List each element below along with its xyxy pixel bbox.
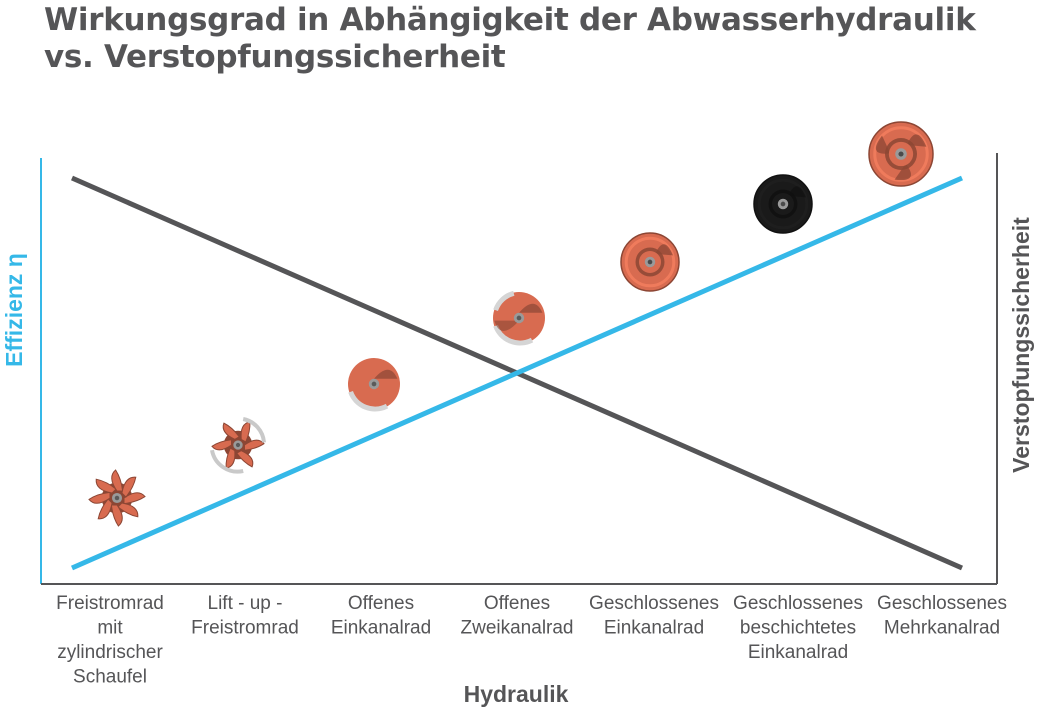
x-tick-label-line: Einkanalrad	[604, 618, 704, 639]
x-tick-label-line: zylindrischer	[57, 642, 163, 663]
x-tick-label: Offenes Einkanalrad	[331, 593, 431, 639]
x-tick-label-line: Einkanalrad	[748, 642, 848, 663]
impeller-closed-multi-channel-icon	[868, 121, 934, 187]
x-tick-label-line: Lift - up -	[208, 593, 283, 614]
impeller-lift-up-vortex-icon	[210, 417, 266, 474]
series-line-efficiency	[70, 175, 964, 571]
chart-title: Wirkungsgrad in Abhängigkeit der Abwasse…	[44, 2, 976, 76]
impeller-closed-single-channel-icon	[620, 232, 680, 292]
x-tick-label: Geschlossenes Mehrkanalrad	[877, 593, 1007, 639]
impeller-icons	[88, 121, 934, 527]
chart-title-line-2: vs. Verstopfungssicherheit	[44, 39, 506, 75]
x-tick-label-line: Mehrkanalrad	[884, 618, 1000, 639]
impeller-open-single-channel-icon	[348, 358, 400, 412]
x-tick-label: Freistromrad mit zylindrischer Schaufel	[56, 593, 164, 688]
x-tick-label-line: Offenes	[348, 593, 414, 614]
x-tick-label: Geschlossenes beschichtetes Einkanalrad	[733, 593, 863, 663]
x-tick-label: Lift - up - Freistromrad	[191, 593, 299, 639]
chart-title-line-1: Wirkungsgrad in Abhängigkeit der Abwasse…	[44, 2, 976, 38]
x-tick-label-line: beschichtetes	[740, 618, 856, 639]
impeller-open-two-channel-icon	[493, 290, 545, 346]
x-axis-title: Hydraulik	[464, 681, 569, 707]
x-tick-label-line: Geschlossenes	[877, 593, 1007, 614]
y-axis-title-right: Verstopfungssicherheit	[1008, 217, 1034, 473]
y-axis-title-left: Effizienz η	[1, 253, 27, 367]
impeller-closed-coated-single-channel-icon	[753, 174, 813, 234]
x-tick-label-line: Freistromrad	[56, 593, 164, 614]
x-tick-label: Offenes Zweikanalrad	[461, 593, 574, 639]
x-tick-label-line: Einkanalrad	[331, 618, 431, 639]
category-labels: Freistromrad mit zylindrischer Schaufel Lift…	[56, 593, 1007, 688]
x-tick-label-line: Zweikanalrad	[461, 618, 574, 639]
x-tick-label: Geschlossenes Einkanalrad	[589, 593, 719, 639]
x-tick-label-line: mit	[97, 618, 123, 639]
x-tick-label-line: Offenes	[484, 593, 550, 614]
x-tick-label-line: Geschlossenes	[733, 593, 863, 614]
x-tick-label-line: Schaufel	[73, 667, 147, 688]
x-tick-label-line: Freistromrad	[191, 618, 299, 639]
x-tick-label-line: Geschlossenes	[589, 593, 719, 614]
series-lines	[70, 175, 964, 571]
impeller-open-vortex-icon	[88, 469, 146, 527]
